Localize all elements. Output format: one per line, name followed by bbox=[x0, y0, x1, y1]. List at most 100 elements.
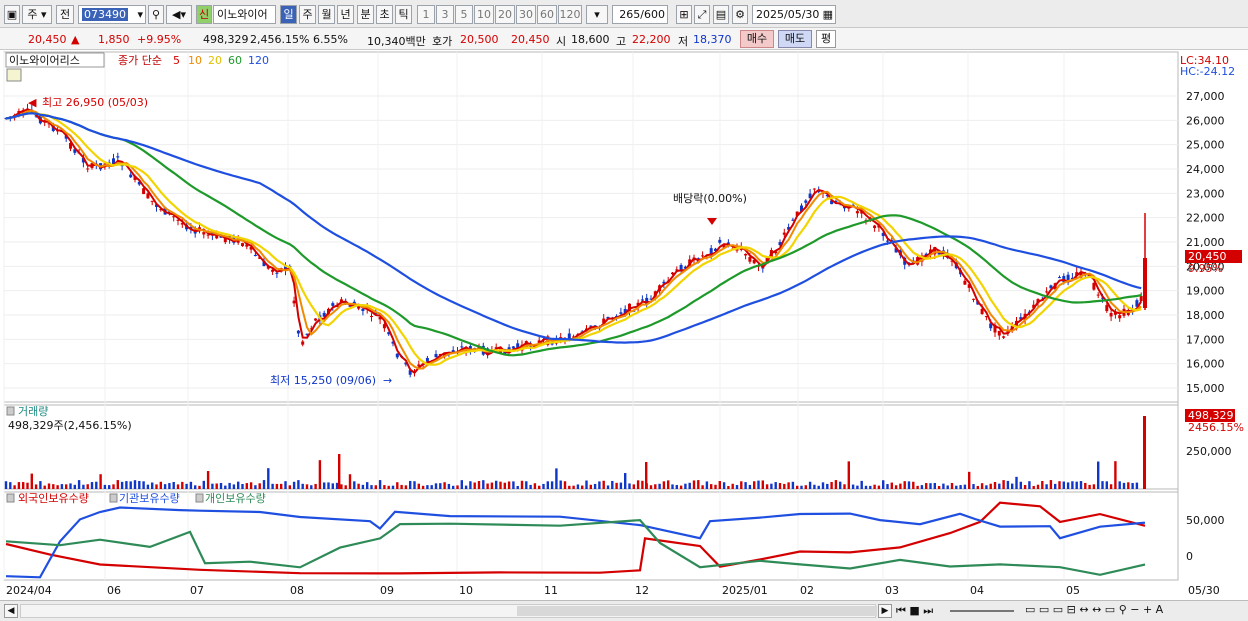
candle-body bbox=[649, 298, 653, 300]
volume-bar bbox=[529, 484, 532, 489]
volume-panel-icon[interactable] bbox=[6, 406, 15, 416]
volume-bar bbox=[387, 485, 390, 489]
candle-body bbox=[408, 370, 412, 375]
volume-bar bbox=[1122, 482, 1126, 489]
price-panel-title[interactable]: 이노와이어리스 bbox=[9, 54, 80, 67]
interval-5[interactable]: 5 bbox=[455, 5, 473, 24]
volume-bar bbox=[1023, 484, 1027, 489]
candle-body bbox=[249, 246, 253, 250]
chart-tool-icons[interactable]: ▭ ▭ ▭ ⊟ ↔ ↔ ▭ ⚲ − + A bbox=[1025, 603, 1164, 616]
volume-bar bbox=[679, 485, 683, 489]
candle-body bbox=[795, 211, 799, 216]
speaker-icon[interactable]: ◀▾ bbox=[166, 5, 192, 24]
scroll-right-button[interactable]: ▶ bbox=[878, 604, 892, 618]
candle-body bbox=[980, 308, 984, 315]
interval-120[interactable]: 120 bbox=[558, 5, 582, 24]
interval-10[interactable]: 10 bbox=[474, 5, 494, 24]
horizontal-scrollbar[interactable] bbox=[20, 604, 877, 618]
scroll-left-button[interactable]: ◀ bbox=[4, 604, 18, 618]
volume-bar bbox=[796, 485, 799, 489]
volume-bar bbox=[495, 480, 498, 489]
date-field[interactable]: 2025/05/30 ▦ bbox=[752, 5, 836, 24]
candle-body bbox=[830, 200, 834, 205]
stock-chart[interactable]: 27,000 26,000 25,000 24,000 23,000 22,000 21,0… bbox=[0, 50, 1248, 600]
period-year-tab[interactable]: 년 bbox=[337, 5, 354, 24]
interval-20[interactable]: 20 bbox=[495, 5, 515, 24]
holdings-lines bbox=[5, 501, 1146, 579]
period-second-tab[interactable]: 초 bbox=[376, 5, 393, 24]
volume-bar bbox=[585, 480, 588, 489]
volume-bar bbox=[667, 480, 670, 489]
volume-bar bbox=[598, 481, 601, 489]
volume-bar bbox=[417, 483, 420, 489]
candle-body bbox=[262, 260, 266, 267]
interval-1[interactable]: 1 bbox=[417, 5, 435, 24]
volume-bar bbox=[258, 483, 261, 489]
volume-bar bbox=[516, 485, 519, 489]
calendar-icon[interactable]: ▦ bbox=[822, 8, 833, 21]
period-day-tab[interactable]: 일 bbox=[280, 5, 297, 24]
draw-tool-icon[interactable]: ⤢ bbox=[694, 5, 710, 24]
bar-count-field[interactable]: 265/600 bbox=[612, 5, 668, 24]
volume-bar bbox=[366, 482, 369, 489]
volume-bar bbox=[1058, 481, 1061, 489]
candle-body bbox=[550, 343, 554, 345]
chart-type-icon[interactable]: ⊞ bbox=[676, 5, 692, 24]
playback-controls[interactable]: ⏮ ■ ⏭ bbox=[896, 604, 934, 617]
candle-body bbox=[292, 300, 296, 304]
interval-3[interactable]: 3 bbox=[436, 5, 454, 24]
candle-body bbox=[636, 302, 640, 308]
period-month-tab[interactable]: 월 bbox=[318, 5, 335, 24]
volume-bar bbox=[241, 484, 244, 489]
volume-bar bbox=[112, 484, 115, 489]
settings-gear-icon[interactable]: ⚙ bbox=[732, 5, 748, 24]
volume-bar bbox=[920, 485, 924, 489]
stock-code-input[interactable]: 073490 ▾ bbox=[78, 5, 146, 24]
search-icon[interactable]: ⚲ bbox=[148, 5, 164, 24]
candle-body bbox=[1109, 313, 1113, 317]
interval-dropdown[interactable]: ▾ bbox=[586, 5, 608, 24]
stock-name-field[interactable]: 이노와이어 bbox=[213, 5, 276, 24]
volume-bar bbox=[813, 484, 816, 489]
candle-body bbox=[834, 201, 838, 203]
volume-bar bbox=[636, 480, 640, 489]
prev-button[interactable]: 전 bbox=[56, 5, 74, 24]
price-change-pct: +9.95% bbox=[137, 33, 182, 46]
volume-bar bbox=[288, 485, 291, 489]
candle-body bbox=[1045, 291, 1049, 293]
period-week-tab[interactable]: 주 bbox=[299, 5, 316, 24]
volume-bar bbox=[937, 485, 941, 489]
volume-bar bbox=[907, 481, 911, 489]
volume-bar bbox=[443, 482, 446, 489]
candle-body bbox=[73, 149, 77, 153]
sell-button[interactable]: 매도 bbox=[778, 30, 812, 48]
candle-body bbox=[434, 354, 438, 358]
panel-settings-icon[interactable] bbox=[6, 68, 22, 82]
volume-bar bbox=[989, 483, 992, 489]
period-tick-tab[interactable]: 틱 bbox=[395, 5, 412, 24]
volume-bar bbox=[172, 481, 175, 489]
volume-bar bbox=[864, 485, 868, 489]
window-menu-icon[interactable]: ▣ bbox=[4, 5, 20, 24]
period-type-select[interactable]: 주 ▾ bbox=[22, 5, 52, 24]
candle-body bbox=[1002, 336, 1006, 338]
x-axis-label: 06 bbox=[107, 584, 121, 597]
y-axis-area bbox=[1178, 52, 1244, 580]
volume-bar bbox=[705, 481, 709, 489]
period-minute-tab[interactable]: 분 bbox=[357, 5, 374, 24]
volume-bar bbox=[1015, 476, 1018, 489]
volume-panel-title: 거래량 bbox=[18, 405, 48, 418]
candle-body bbox=[1135, 300, 1139, 307]
volume-bar bbox=[202, 480, 205, 489]
interval-30[interactable]: 30 bbox=[516, 5, 536, 24]
up-arrow-icon: ▲ bbox=[71, 33, 80, 46]
scrollbar-thumb[interactable] bbox=[517, 606, 877, 616]
volume-bar bbox=[649, 485, 653, 489]
evaluation-button[interactable]: 평 bbox=[816, 30, 836, 48]
save-icon[interactable]: ▤ bbox=[713, 5, 729, 24]
buy-button[interactable]: 매수 bbox=[740, 30, 774, 48]
volume-bar bbox=[262, 480, 266, 489]
interval-60[interactable]: 60 bbox=[537, 5, 557, 24]
stock-code-value: 073490 bbox=[82, 8, 128, 21]
zoom-slider[interactable] bbox=[950, 610, 1014, 612]
